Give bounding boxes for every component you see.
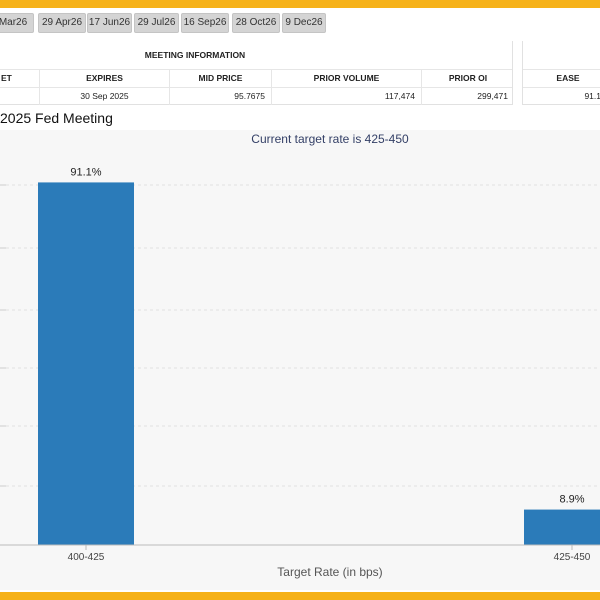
x-tick-label-400-425: 400-425 xyxy=(68,552,105,563)
meeting-date-tabs: Mar26 29 Apr26 17 Jun26 29 Jul26 16 Sep2… xyxy=(0,13,600,33)
bottom-accent-border xyxy=(0,592,600,600)
gridlines xyxy=(0,184,600,487)
col-header-prior-volume: PRIOR VOLUME xyxy=(272,70,422,87)
labels: 91.1% 400-425 8.9% 425-450 xyxy=(68,166,591,563)
cell-prior-oi: 299,471 xyxy=(477,91,508,101)
cell-et xyxy=(0,88,40,105)
col-header-expires: EXPIRES xyxy=(40,70,170,87)
bar-400-425[interactable] xyxy=(38,182,134,545)
probabilities-data-row: 91.1 xyxy=(523,87,600,105)
data-label-425-450: 8.9% xyxy=(559,494,584,506)
probabilities-group: EASE 91.1 xyxy=(522,41,600,105)
meeting-information-title: MEETING INFORMATION xyxy=(144,50,246,60)
cell-mid-price: 95.7675 xyxy=(170,88,272,105)
col-header-ease: EASE xyxy=(556,73,580,83)
date-tab-2[interactable]: 29 Apr26 xyxy=(38,13,86,33)
meeting-information-group: MEETING INFORMATION ET EXPIRES MID PRICE… xyxy=(0,41,513,105)
col-header-prior-oi: PRIOR OI xyxy=(448,73,488,83)
x-tick-label-425-450: 425-450 xyxy=(554,552,591,563)
date-tab-7[interactable]: 9 Dec26 xyxy=(282,13,326,33)
meeting-information-header-row: ET EXPIRES MID PRICE PRIOR VOLUME PRIOR … xyxy=(0,69,512,87)
cell-ease: 91.1 xyxy=(584,91,600,101)
cell-prior-volume: 117,474 xyxy=(272,88,422,105)
probabilities-header-row: EASE xyxy=(523,69,600,87)
data-label-400-425: 91.1% xyxy=(70,166,101,178)
chart-title: 2025 Fed Meeting xyxy=(0,110,113,126)
cell-expires: 30 Sep 2025 xyxy=(40,88,170,105)
meeting-information-data-row: 30 Sep 2025 95.7675 117,474 299,471 xyxy=(0,87,512,105)
date-tab-4[interactable]: 29 Jul26 xyxy=(134,13,179,33)
chart-subtitle: Current target rate is 425-450 xyxy=(251,132,409,146)
date-tab-1[interactable]: Mar26 xyxy=(0,13,34,33)
bar-425-450[interactable] xyxy=(524,509,600,545)
col-header-mid-price: MID PRICE xyxy=(170,70,272,87)
date-tab-5[interactable]: 16 Sep26 xyxy=(181,13,229,33)
probability-bar-chart: 91.1% 400-425 8.9% 425-450 Target Rate (in … xyxy=(0,166,600,579)
x-axis-label: Target Rate (in bps) xyxy=(277,565,382,579)
top-accent-border xyxy=(0,0,600,8)
meeting-table: MEETING INFORMATION ET EXPIRES MID PRICE… xyxy=(0,41,600,105)
col-header-et: ET xyxy=(0,70,40,87)
date-tab-3[interactable]: 17 Jun26 xyxy=(87,13,132,33)
date-tab-6[interactable]: 28 Oct26 xyxy=(232,13,280,33)
bars xyxy=(38,182,600,545)
